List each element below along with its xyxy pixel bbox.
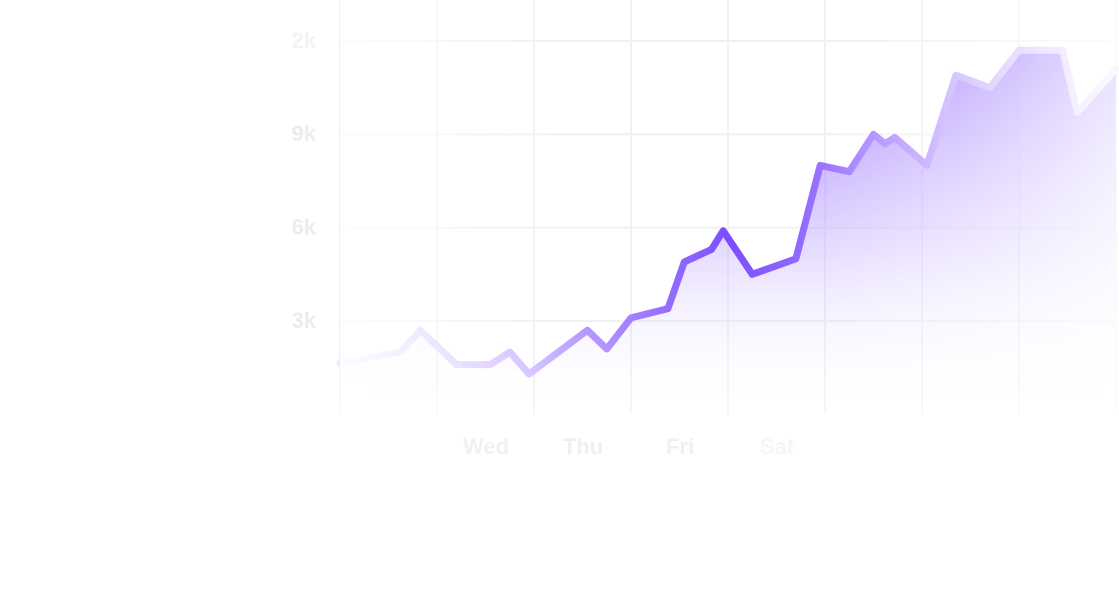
x-tick-label: Sat	[760, 434, 795, 459]
y-tick-label: 9k	[292, 121, 317, 146]
fade-bottom-overlay	[0, 330, 1119, 598]
x-tick-labels: Wed Thu Fri Sat	[463, 434, 795, 459]
y-tick-label: 6k	[292, 214, 317, 239]
y-tick-label: 2k	[292, 28, 317, 53]
y-tick-label: 3k	[292, 308, 317, 333]
x-tick-label: Fri	[666, 434, 694, 459]
x-tick-label: Wed	[463, 434, 509, 459]
y-tick-labels: 3k 6k 9k 2k	[292, 28, 317, 333]
x-tick-label: Thu	[563, 434, 603, 459]
